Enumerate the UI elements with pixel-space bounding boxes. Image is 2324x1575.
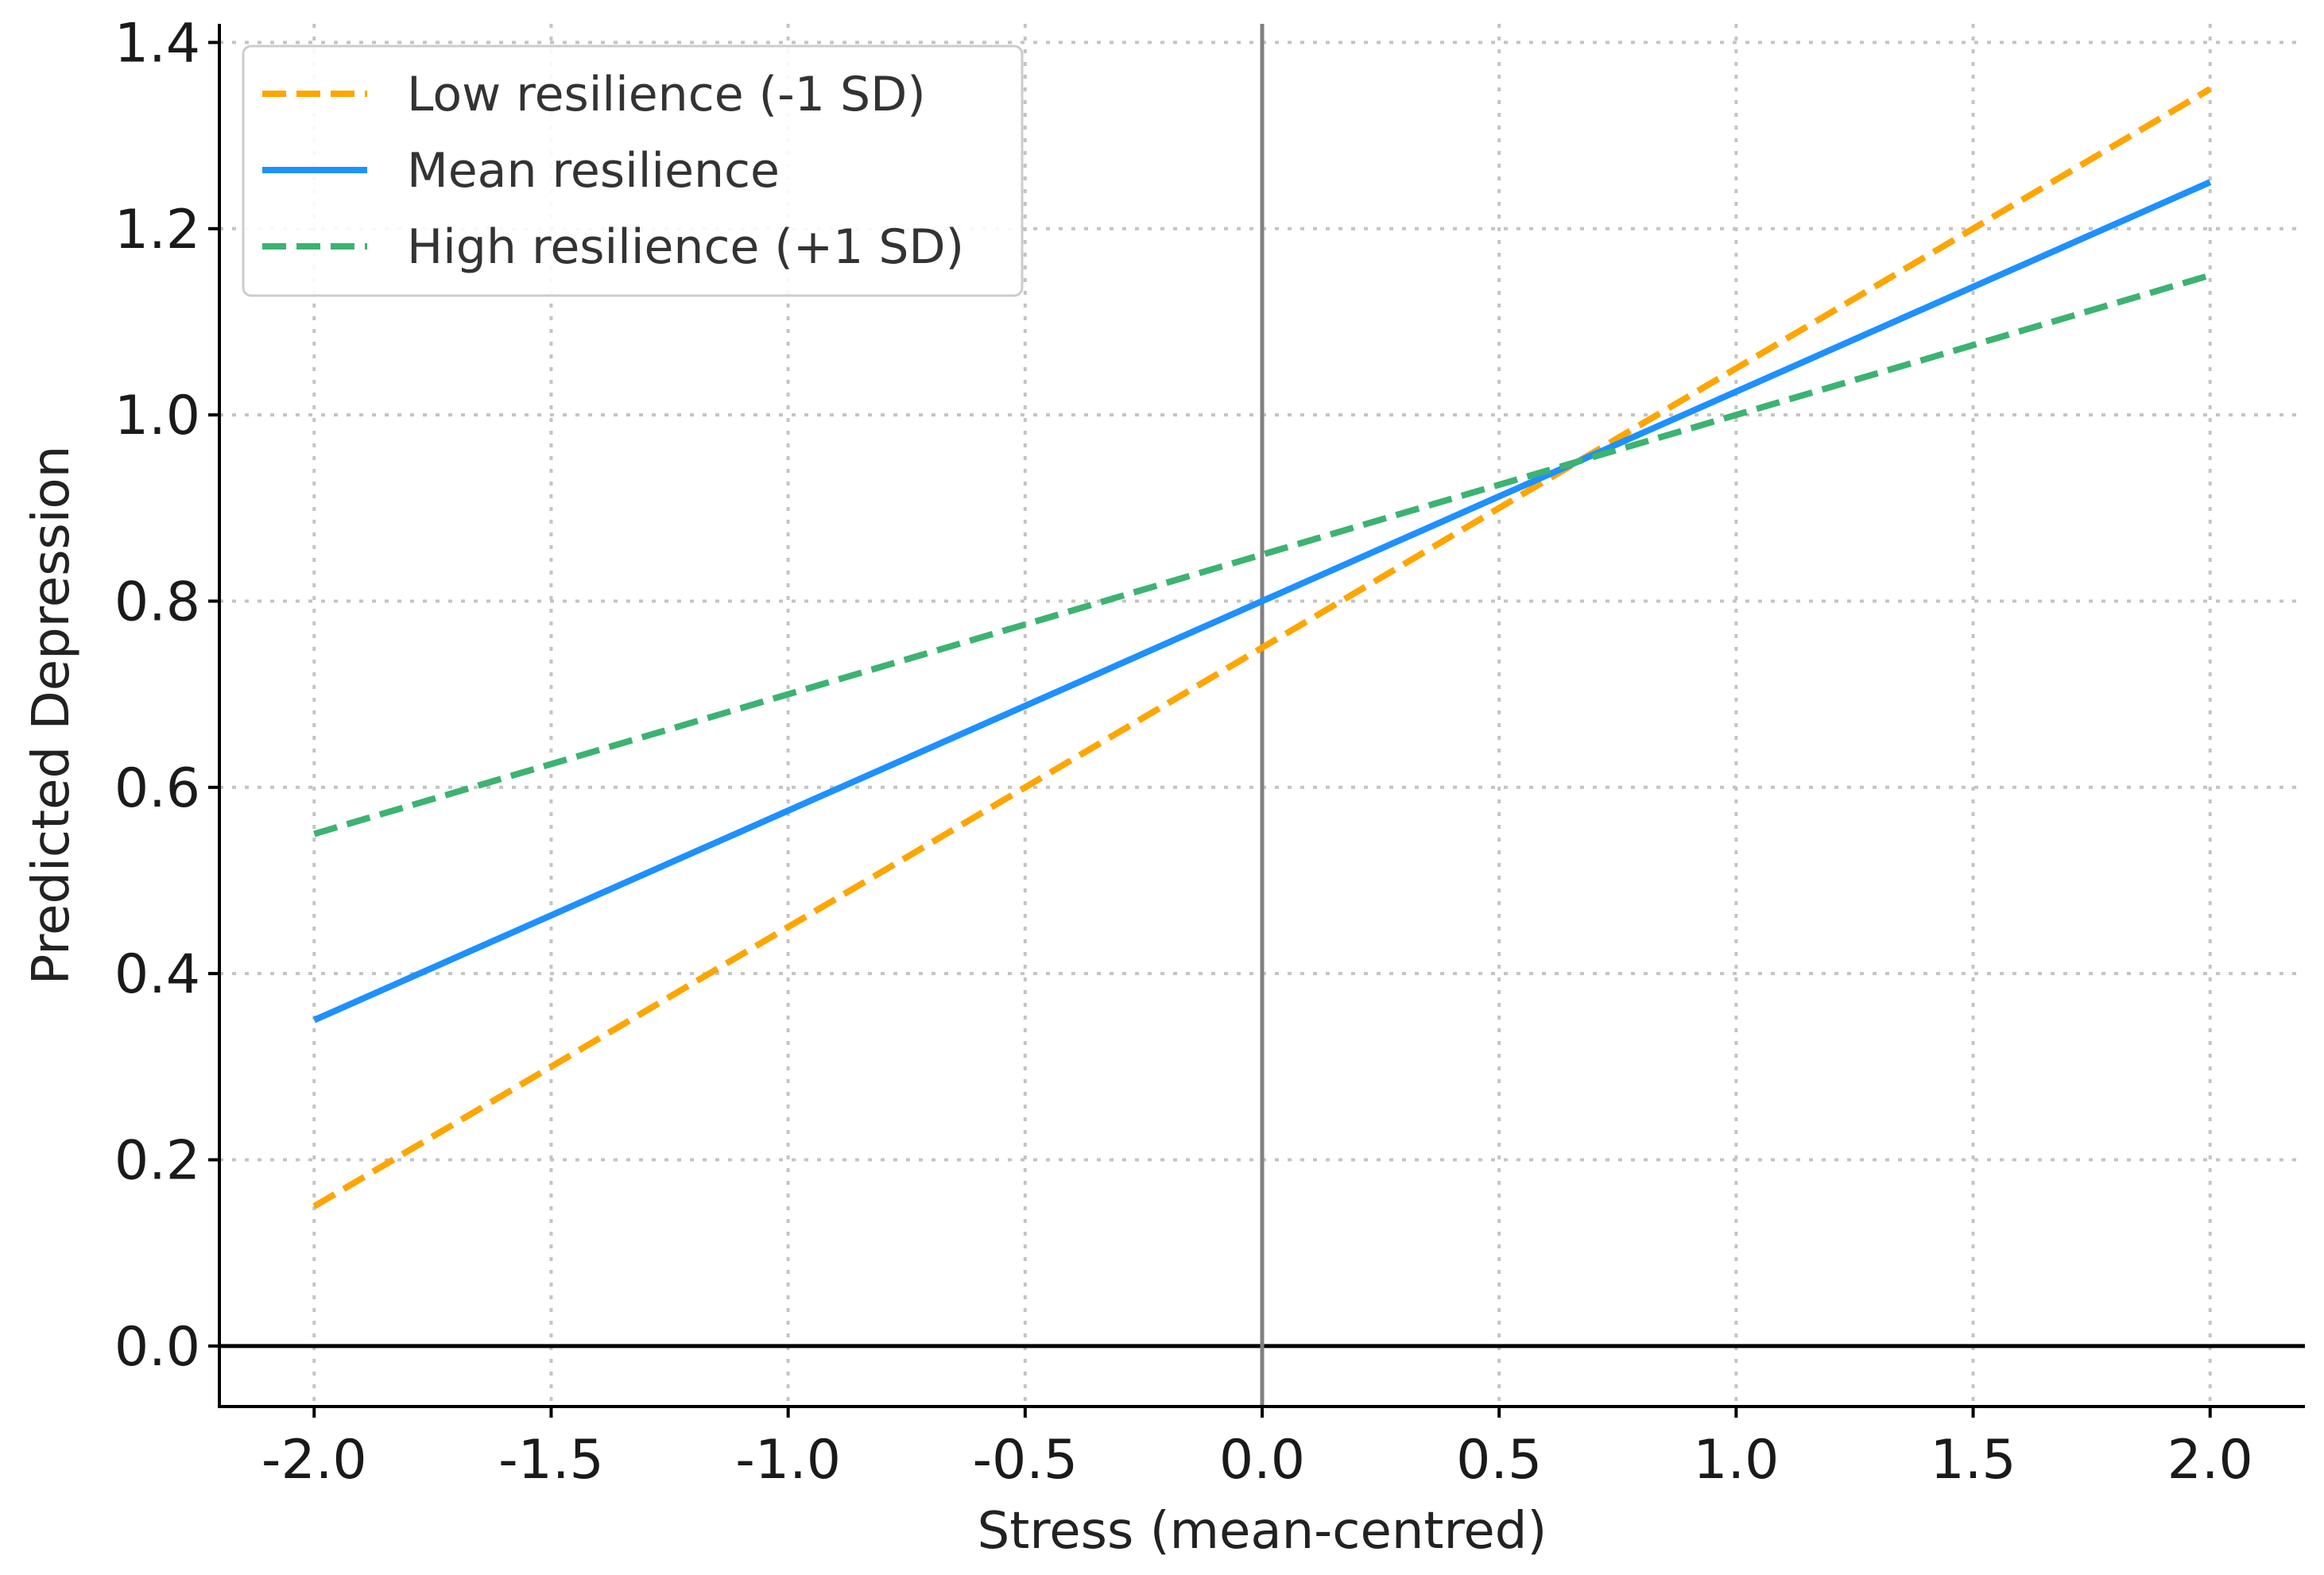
x-tick-label: 1.0 xyxy=(1693,1429,1779,1492)
x-tick-label: 0.0 xyxy=(1219,1429,1305,1492)
reference-lines xyxy=(219,24,2305,1407)
legend-label-2: Mean resilience xyxy=(407,143,780,199)
x-tick-label: 0.5 xyxy=(1456,1429,1542,1492)
x-tick-label: -0.5 xyxy=(972,1429,1078,1492)
y-tick-label: 0.8 xyxy=(114,571,200,633)
legend-frame xyxy=(242,45,1024,297)
tick-labels: -2.0 -1.5 -1.0 -0.5 0.0 0.5 1.0 1.5 2.0 0.0 0.2 0.4… xyxy=(114,12,2253,1492)
series-line-1 xyxy=(312,86,2212,1209)
x-tick-label: -1.0 xyxy=(735,1429,841,1492)
x-tick-label: -2.0 xyxy=(261,1429,367,1492)
x-tick-label: 1.5 xyxy=(1930,1429,2016,1492)
x-tick-label: 2.0 xyxy=(2167,1429,2253,1492)
y-axis-label: Predicted Depression xyxy=(22,446,81,985)
y-tick-label: 0.2 xyxy=(114,1129,200,1192)
legend-label-3: High resilience (+1 SD) xyxy=(407,219,964,275)
series-lines xyxy=(312,86,2212,1209)
y-tick-label: 0.4 xyxy=(114,943,200,1006)
legend-label-1: Low resilience (-1 SD) xyxy=(407,67,926,122)
series-line-2 xyxy=(312,179,2212,1024)
y-tick-label: 1.2 xyxy=(114,199,200,261)
x-axis-label: Stress (mean-centred) xyxy=(978,1502,1547,1561)
legend: Low resilience (-1 SD) Mean resilience Hig… xyxy=(242,45,1024,297)
y-tick-label: 0.6 xyxy=(114,757,200,820)
ticks xyxy=(208,41,2212,1418)
series-line-3 xyxy=(313,272,2211,838)
y-tick-label: 1.4 xyxy=(114,12,200,75)
y-tick-label: 0.0 xyxy=(114,1316,200,1379)
y-tick-label: 1.0 xyxy=(114,385,200,447)
x-tick-label: -1.5 xyxy=(498,1429,604,1492)
